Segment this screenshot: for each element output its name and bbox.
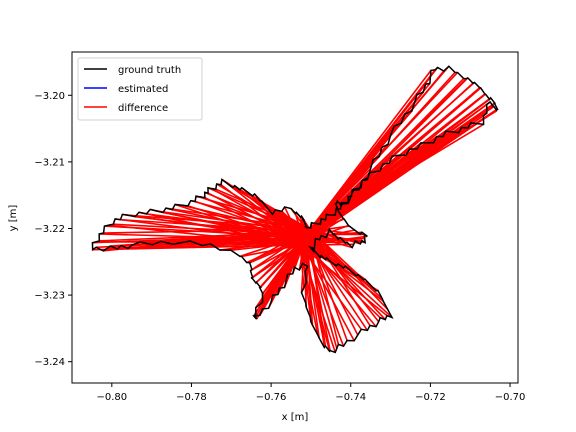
difference-line bbox=[293, 244, 301, 268]
y-tick-label: −3.22 bbox=[34, 224, 65, 235]
difference-line bbox=[299, 244, 388, 317]
difference-line bbox=[271, 244, 301, 296]
difference-line bbox=[299, 218, 304, 246]
difference-line bbox=[195, 195, 310, 230]
difference-line bbox=[259, 233, 308, 289]
difference-line bbox=[156, 210, 309, 233]
difference-line bbox=[307, 71, 459, 233]
difference-line bbox=[302, 220, 306, 240]
x-tick-label: −0.80 bbox=[96, 392, 127, 403]
difference-line bbox=[250, 241, 303, 272]
ground-truth-series bbox=[91, 65, 499, 354]
x-tick-label: −0.70 bbox=[495, 392, 526, 403]
difference-line bbox=[300, 243, 354, 246]
difference-line bbox=[225, 231, 309, 251]
x-tick-label: −0.74 bbox=[335, 392, 366, 403]
difference-line bbox=[165, 207, 310, 230]
difference-line bbox=[140, 228, 310, 243]
difference-line bbox=[127, 214, 310, 230]
x-axis-label: x [m] bbox=[282, 412, 309, 423]
x-tick-label: −0.78 bbox=[176, 392, 207, 403]
y-tick-label: −3.24 bbox=[34, 357, 65, 368]
difference-line bbox=[215, 188, 311, 230]
difference-line bbox=[299, 244, 321, 259]
difference-line bbox=[299, 244, 319, 335]
legend-label-ground-truth: ground truth bbox=[118, 65, 181, 76]
difference-line bbox=[299, 131, 460, 246]
difference-line bbox=[239, 233, 307, 258]
difference-line bbox=[300, 242, 331, 352]
x-tick-label: −0.76 bbox=[256, 392, 287, 403]
y-tick-label: −3.21 bbox=[34, 157, 65, 168]
y-axis-label: y [m] bbox=[8, 205, 19, 232]
difference-line bbox=[202, 236, 306, 247]
difference-line bbox=[103, 228, 310, 234]
legend-label-estimated: estimated bbox=[118, 84, 168, 95]
y-tick-label: −3.23 bbox=[34, 291, 65, 302]
legend-label-difference: difference bbox=[118, 103, 168, 114]
legend-box bbox=[77, 57, 203, 121]
difference-line bbox=[299, 223, 321, 246]
difference-line bbox=[299, 244, 337, 353]
difference-line bbox=[304, 236, 338, 349]
y-axis-ticks: −3.20 −3.21 −3.22 −3.23 −3.24 bbox=[34, 91, 72, 368]
plot-frame bbox=[71, 51, 519, 384]
difference-line bbox=[300, 235, 368, 246]
difference-lines bbox=[92, 65, 498, 353]
difference-line bbox=[299, 244, 362, 330]
difference-line bbox=[309, 65, 450, 230]
x-tick-label: −0.72 bbox=[415, 392, 446, 403]
difference-line bbox=[247, 228, 311, 264]
x-axis-ticks: −0.80 −0.78 −0.76 −0.74 −0.72 −0.70 bbox=[96, 383, 525, 403]
difference-line bbox=[307, 69, 432, 233]
y-tick-label: −3.20 bbox=[34, 91, 65, 102]
difference-line bbox=[210, 228, 310, 245]
difference-line bbox=[251, 231, 309, 271]
legend: ground truth estimated difference bbox=[77, 57, 203, 121]
ground-truth-line bbox=[91, 65, 499, 354]
